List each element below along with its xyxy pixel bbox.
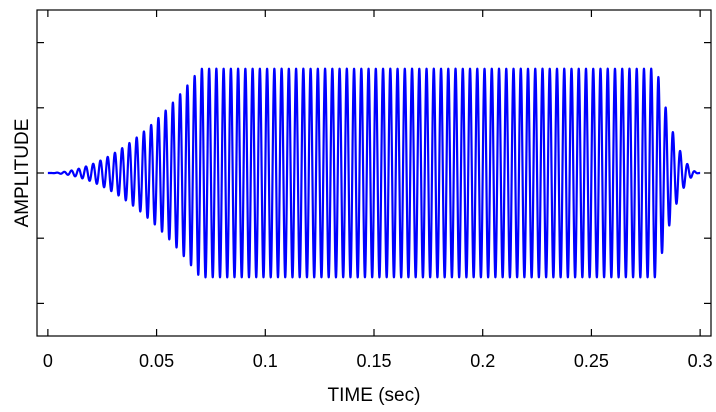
x-tick-label: 0.25 bbox=[574, 351, 609, 371]
x-tick-label: 0.3 bbox=[688, 351, 713, 371]
x-axis-label: TIME (sec) bbox=[328, 385, 421, 406]
x-tick-label: 0.05 bbox=[139, 351, 174, 371]
series-line bbox=[46, 67, 702, 279]
x-axis-ticks: 0 0.05 0.1 0.15 0.2 0.25 0.3 bbox=[43, 10, 713, 371]
x-tick-label: 0.15 bbox=[356, 351, 391, 371]
y-axis-label: AMPLITUDE bbox=[12, 119, 33, 228]
x-tick-label: 0.1 bbox=[253, 351, 278, 371]
series-layer bbox=[46, 67, 702, 279]
x-tick-label: 0 bbox=[43, 351, 53, 371]
y-axis-ticks bbox=[37, 41, 711, 304]
x-tick-label: 0.2 bbox=[470, 351, 495, 371]
